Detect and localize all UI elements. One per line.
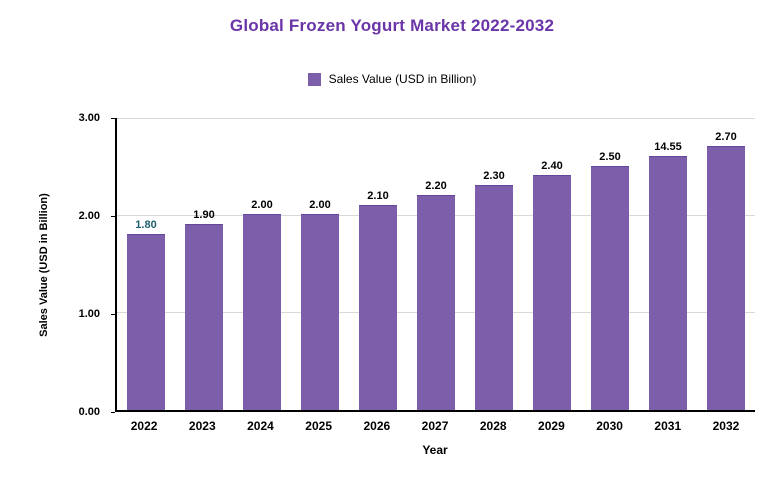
plot-area: 1.80 1.90 2.00 2.00 2.10 2.20 2.30 2.40 2.50 14.5… xyxy=(115,117,755,412)
bar xyxy=(127,233,165,410)
x-tick-label: 2024 xyxy=(247,419,274,433)
bar-slot: 2.00 xyxy=(291,118,349,410)
bar-value-label: 1.80 xyxy=(135,218,157,231)
x-tick-label: 2023 xyxy=(188,419,216,433)
x-tick-label: 2029 xyxy=(538,419,565,433)
bar-slot: 2.70 xyxy=(697,118,755,410)
y-tick-label: 1.00 xyxy=(78,307,100,320)
y-tick-label: 2.00 xyxy=(78,209,100,222)
y-tick-label: 3.00 xyxy=(78,112,100,124)
bar-slot: 2.50 xyxy=(581,118,639,410)
x-tick-label: 2028 xyxy=(479,419,507,433)
bar-value-label: 2.50 xyxy=(599,150,621,163)
y-tick-mark xyxy=(111,118,115,119)
bar xyxy=(649,155,687,410)
x-tick-label: 2032 xyxy=(712,419,740,433)
y-axis-tick-labels: 3.00 2.00 1.00 0.00 xyxy=(60,112,108,418)
bar-value-label: 2.00 xyxy=(251,199,273,212)
legend-label: Sales Value (USD in Billion) xyxy=(328,72,477,86)
bar xyxy=(707,146,745,410)
bar-value-label: 2.40 xyxy=(541,160,563,173)
y-tick-mark xyxy=(111,412,115,413)
x-tick-label: 2026 xyxy=(363,419,391,433)
bar-slot: 2.30 xyxy=(465,118,523,410)
y-axis-title: Sales Value (USD in Billion) xyxy=(38,193,50,337)
legend: Sales Value (USD in Billion) xyxy=(0,72,784,86)
bar-slot: 2.10 xyxy=(349,118,407,410)
bar-slot: 2.20 xyxy=(407,118,465,410)
bar-value-label: 2.00 xyxy=(309,199,331,212)
legend-swatch-icon xyxy=(307,72,321,86)
bar xyxy=(533,175,571,410)
chart-title: Global Frozen Yogurt Market 2022-2032 xyxy=(229,16,555,35)
bar-slot: 2.40 xyxy=(523,118,581,410)
bar-slot: 2.00 xyxy=(233,118,291,410)
y-tick-mark xyxy=(111,314,115,315)
bar-slot: 14.55 xyxy=(639,118,697,410)
x-tick-label: 2027 xyxy=(421,419,449,433)
x-tick-label: 2031 xyxy=(654,419,682,433)
bar-value-label: 2.70 xyxy=(715,131,737,144)
bar xyxy=(591,165,629,410)
bar-value-label: 2.10 xyxy=(367,189,389,202)
y-tick-mark xyxy=(111,216,115,217)
x-axis-tick-labels: 2022 2023 2024 2025 2026 2027 2028 2029 2030 2031… xyxy=(115,419,755,433)
x-tick-label: 2030 xyxy=(596,419,623,433)
x-axis-title: Year xyxy=(422,443,448,457)
bar xyxy=(185,224,223,410)
bar-value-label: 2.30 xyxy=(483,170,505,183)
y-axis-title-wrap: Sales Value (USD in Billion) xyxy=(34,118,54,412)
bar-value-label: 14.55 xyxy=(654,140,682,153)
bar xyxy=(359,204,397,410)
y-tick-label: 0.00 xyxy=(78,406,100,418)
gridline xyxy=(117,117,755,119)
bar-value-label: 2.20 xyxy=(425,179,447,192)
x-tick-label: 2022 xyxy=(130,419,158,433)
bar xyxy=(475,185,513,410)
bar-slot: 1.90 xyxy=(175,118,233,410)
bar-slot: 1.80 xyxy=(117,118,175,410)
bar-value-label: 1.90 xyxy=(193,209,215,222)
x-tick-label: 2025 xyxy=(305,419,332,433)
bars-container: 1.80 1.90 2.00 2.00 2.10 2.20 2.30 2.40 2.50 14.5… xyxy=(117,118,755,410)
bar xyxy=(417,194,455,410)
bar xyxy=(301,214,339,410)
bar xyxy=(243,214,281,410)
